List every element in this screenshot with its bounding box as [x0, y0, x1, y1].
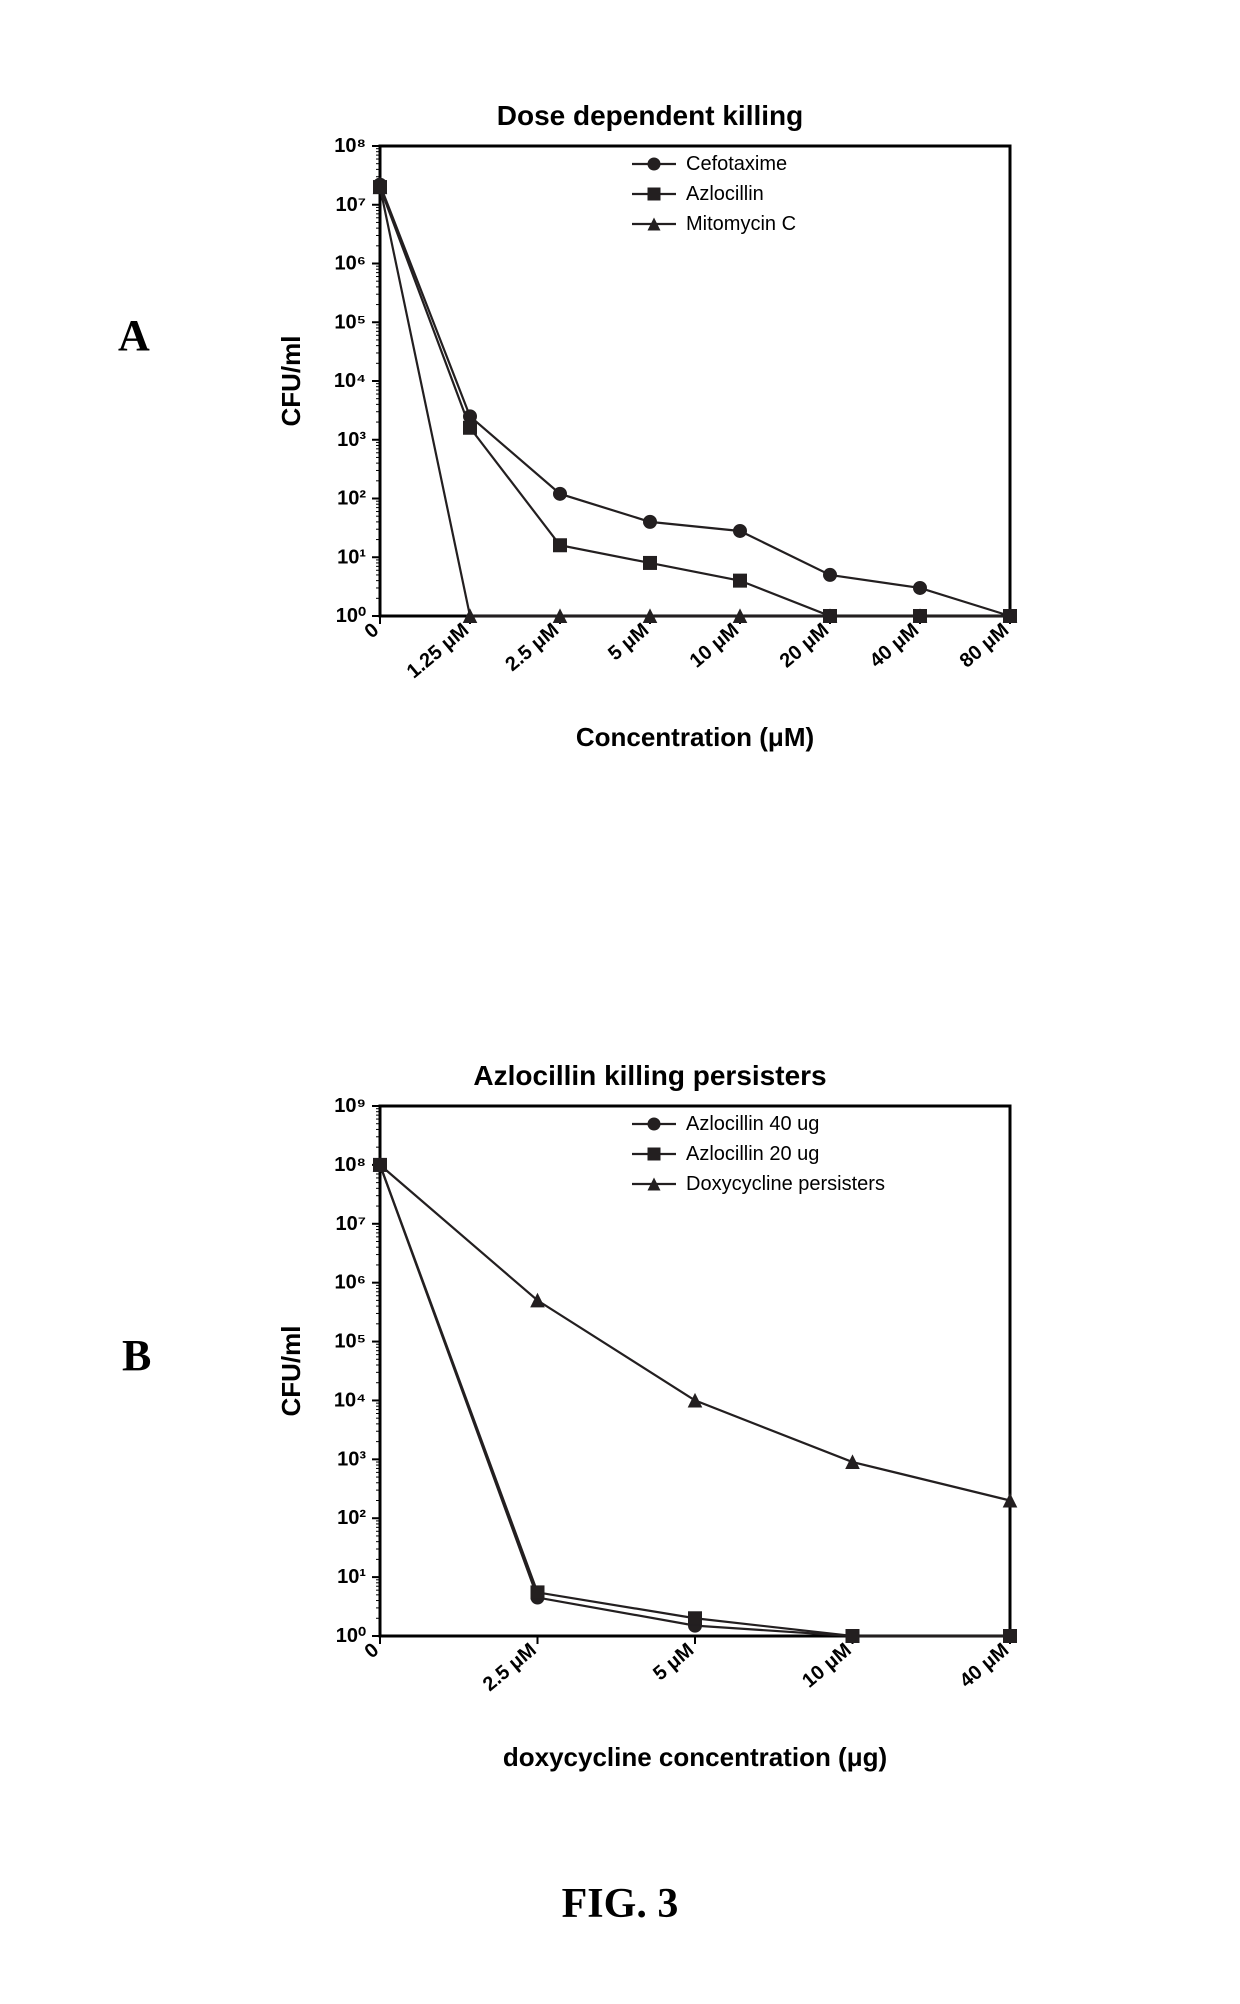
svg-text:10 μM: 10 μM: [686, 619, 744, 672]
svg-text:10⁴: 10⁴: [334, 1389, 366, 1411]
svg-text:20 μM: 20 μM: [776, 619, 834, 672]
svg-text:2.5 μM: 2.5 μM: [501, 619, 563, 676]
svg-text:10⁵: 10⁵: [334, 1331, 366, 1353]
svg-text:10⁰: 10⁰: [336, 605, 366, 627]
chart-b: Azlocillin killing persisters 10⁰ 10¹ 10² 1…: [270, 1060, 1030, 1796]
svg-text:10⁶: 10⁶: [335, 1272, 366, 1294]
svg-text:CFU/ml: CFU/ml: [276, 336, 306, 427]
svg-text:10⁴: 10⁴: [334, 370, 366, 392]
svg-text:10⁷: 10⁷: [336, 1213, 367, 1235]
svg-text:10³: 10³: [337, 1448, 366, 1470]
svg-text:2.5 μM: 2.5 μM: [479, 1639, 541, 1696]
chart-a-plot: 10⁰10¹10²10³10⁴10⁵10⁶10⁷10⁸CFU/ml01.25 μ…: [270, 136, 1030, 776]
svg-text:10⁰: 10⁰: [336, 1625, 366, 1647]
svg-text:10⁸: 10⁸: [334, 1154, 366, 1176]
svg-text:10⁷: 10⁷: [336, 194, 367, 216]
chart-b-plot: 10⁰10¹10²10³10⁴10⁵10⁶10⁷10⁸10⁹CFU/ml02.5…: [270, 1096, 1030, 1796]
svg-text:Doxycycline persisters: Doxycycline persisters: [686, 1173, 885, 1195]
svg-text:10⁵: 10⁵: [334, 311, 366, 333]
figure-caption: FIG. 3: [0, 1880, 1240, 1928]
svg-text:Azlocillin 20 ug: Azlocillin 20 ug: [686, 1143, 819, 1165]
svg-text:Azlocillin 40 ug: Azlocillin 40 ug: [686, 1113, 819, 1135]
svg-text:10⁸: 10⁸: [334, 136, 366, 157]
svg-text:10⁹: 10⁹: [334, 1096, 366, 1117]
svg-text:80 μM: 80 μM: [956, 619, 1014, 672]
svg-text:10 μM: 10 μM: [798, 1639, 856, 1692]
svg-text:5 μM: 5 μM: [649, 1639, 698, 1685]
svg-text:40 μM: 40 μM: [956, 1639, 1014, 1692]
svg-text:10²: 10²: [337, 1507, 366, 1529]
chart-b-title: Azlocillin killing persisters: [270, 1060, 1030, 1092]
svg-text:10³: 10³: [337, 429, 366, 451]
svg-text:10¹: 10¹: [337, 1566, 366, 1588]
svg-text:1.25 μM: 1.25 μM: [403, 619, 473, 683]
svg-text:Concentration (μM): Concentration (μM): [576, 722, 814, 752]
svg-text:doxycycline concentration (μg): doxycycline concentration (μg): [503, 1742, 887, 1772]
svg-text:CFU/ml: CFU/ml: [276, 1326, 306, 1417]
svg-text:Cefotaxime: Cefotaxime: [686, 153, 787, 175]
svg-text:10⁶: 10⁶: [335, 253, 366, 275]
svg-text:Mitomycin C: Mitomycin C: [686, 213, 796, 235]
svg-text:5 μM: 5 μM: [604, 619, 653, 665]
panel-letter-b: B: [122, 1330, 151, 1381]
svg-text:40 μM: 40 μM: [866, 619, 924, 672]
figure-page: A B Dose dependent killing 10⁰ 10¹ 10² 10³ 1…: [0, 0, 1240, 2004]
svg-text:10¹: 10¹: [337, 546, 366, 568]
svg-text:10²: 10²: [337, 488, 366, 510]
panel-letter-a: A: [118, 310, 150, 361]
chart-a-title: Dose dependent killing: [270, 100, 1030, 132]
svg-text:Azlocillin: Azlocillin: [686, 183, 764, 205]
chart-a: Dose dependent killing 10⁰ 10¹ 10² 10³ 10⁴ 10…: [270, 100, 1030, 776]
